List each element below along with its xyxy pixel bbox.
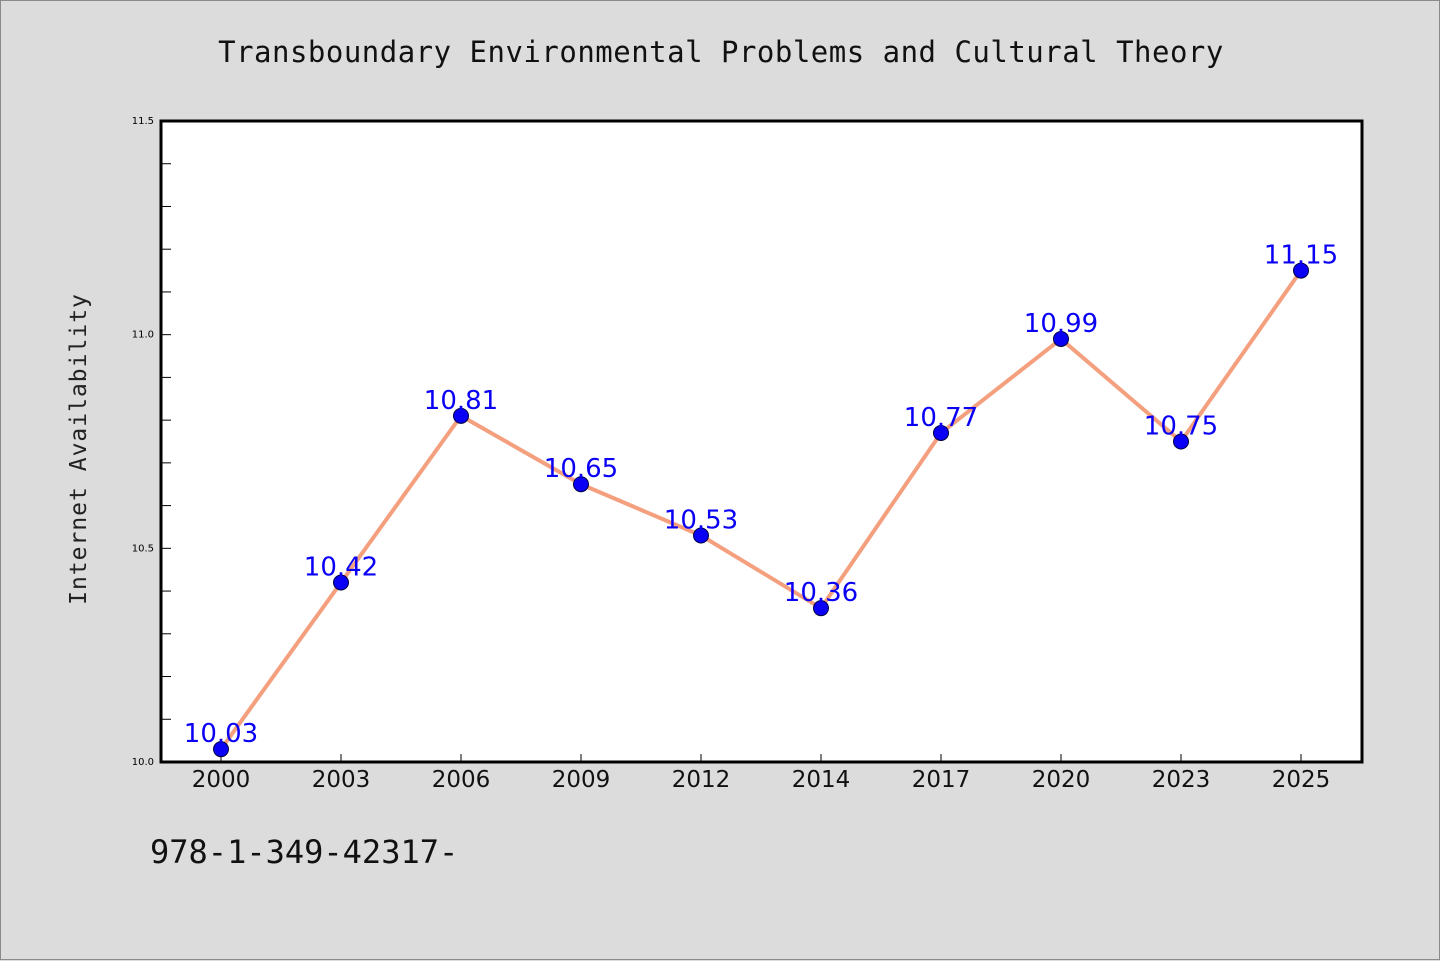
data-label: 10.65 — [544, 454, 618, 484]
series-line — [219, 268, 1303, 752]
plot-area — [159, 119, 1364, 764]
data-label: 10.75 — [1144, 412, 1218, 442]
data-label: 10.53 — [664, 506, 738, 536]
data-point — [453, 407, 469, 424]
data-label: 10.77 — [904, 403, 978, 433]
x-tick-label: 2025 — [1272, 767, 1331, 793]
x-tick-label: 2020 — [1032, 767, 1091, 793]
x-tick-label: 2012 — [672, 767, 731, 793]
x-tick-label: 2006 — [432, 767, 491, 793]
x-tick-label: 2009 — [552, 767, 611, 793]
data-label: 10.81 — [424, 386, 498, 416]
footer-text: 978-1-349-42317- — [150, 833, 459, 871]
x-tick-label: 2014 — [792, 767, 851, 793]
y-tick-label: 10.0 — [132, 757, 154, 768]
data-point — [333, 574, 349, 591]
data-point — [1053, 330, 1069, 347]
y-tick-label: 10.5 — [132, 543, 154, 554]
y-tick-label: 11.5 — [132, 116, 154, 127]
x-tick-label: 2017 — [912, 767, 971, 793]
data-point — [933, 424, 949, 441]
data-point — [213, 741, 229, 758]
data-label: 11.15 — [1264, 241, 1338, 271]
data-point — [573, 476, 589, 493]
data-point — [1173, 433, 1189, 450]
y-tick-label: 11.0 — [132, 330, 154, 341]
data-label: 10.36 — [784, 578, 858, 608]
data-point — [813, 600, 829, 617]
chart-title: Transboundary Environmental Problems and… — [218, 35, 1224, 69]
data-point — [1293, 262, 1309, 279]
data-point — [693, 527, 709, 544]
data-label: 10.99 — [1024, 309, 1098, 339]
data-label: 10.42 — [304, 553, 378, 583]
data-label: 10.03 — [184, 719, 258, 749]
x-tick-label: 2000 — [192, 767, 251, 793]
x-tick-label: 2023 — [1152, 767, 1211, 793]
x-tick-label: 2003 — [312, 767, 371, 793]
